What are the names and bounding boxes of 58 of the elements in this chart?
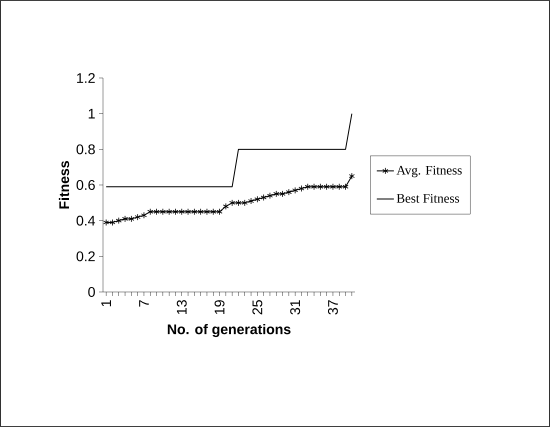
x-axis-title: No. of generations — [168, 324, 291, 338]
point — [266, 192, 273, 200]
point — [286, 188, 292, 196]
point — [166, 208, 172, 216]
x-tick-label: 25 — [252, 300, 262, 314]
point — [210, 208, 216, 216]
point — [122, 215, 128, 222]
point — [292, 186, 298, 194]
point — [185, 208, 192, 216]
x-tick-label: 7 — [139, 300, 149, 307]
point — [260, 194, 267, 201]
point — [147, 208, 154, 216]
point — [191, 208, 198, 216]
point — [134, 214, 141, 220]
point — [204, 208, 210, 216]
y-tick-label: 1 — [88, 108, 95, 118]
point — [140, 212, 147, 219]
point — [222, 202, 229, 210]
point — [348, 172, 355, 180]
point — [116, 217, 122, 224]
x-tick-label: 1 — [101, 300, 111, 306]
y-tick-label: 1.2 — [77, 73, 95, 83]
y-axis-title: Fitness — [58, 161, 70, 209]
x-tick-label: 19 — [214, 300, 225, 314]
point — [172, 208, 178, 216]
point — [109, 219, 116, 226]
legend-label: Avg. Fitness — [396, 166, 462, 178]
point — [128, 215, 134, 222]
y-tick-label: 0.6 — [76, 180, 95, 190]
point — [198, 208, 204, 216]
x-tick-label: 13 — [176, 300, 187, 314]
legend-label: Best Fitness — [396, 194, 460, 203]
y-tick-label: 0.4 — [76, 216, 96, 226]
point — [154, 208, 160, 216]
point — [342, 183, 349, 190]
point — [280, 190, 286, 198]
x-tick-label: 37 — [328, 300, 338, 315]
x-tick-label: 31 — [290, 300, 300, 315]
point — [317, 183, 324, 190]
point — [242, 199, 248, 206]
point — [273, 190, 280, 198]
point — [298, 185, 304, 192]
point — [103, 219, 110, 226]
y-tick-label: 0.8 — [76, 144, 95, 154]
y-tick-label: 0 — [88, 287, 95, 297]
point — [160, 208, 166, 216]
point — [178, 208, 185, 216]
point — [248, 198, 254, 204]
point — [336, 183, 342, 190]
point — [311, 183, 318, 190]
point — [254, 196, 260, 203]
point — [330, 183, 336, 190]
point — [324, 183, 330, 190]
point — [304, 183, 311, 190]
y-tick-label: 0.2 — [76, 251, 95, 262]
point — [235, 199, 242, 206]
point — [216, 208, 223, 216]
point — [229, 199, 236, 206]
